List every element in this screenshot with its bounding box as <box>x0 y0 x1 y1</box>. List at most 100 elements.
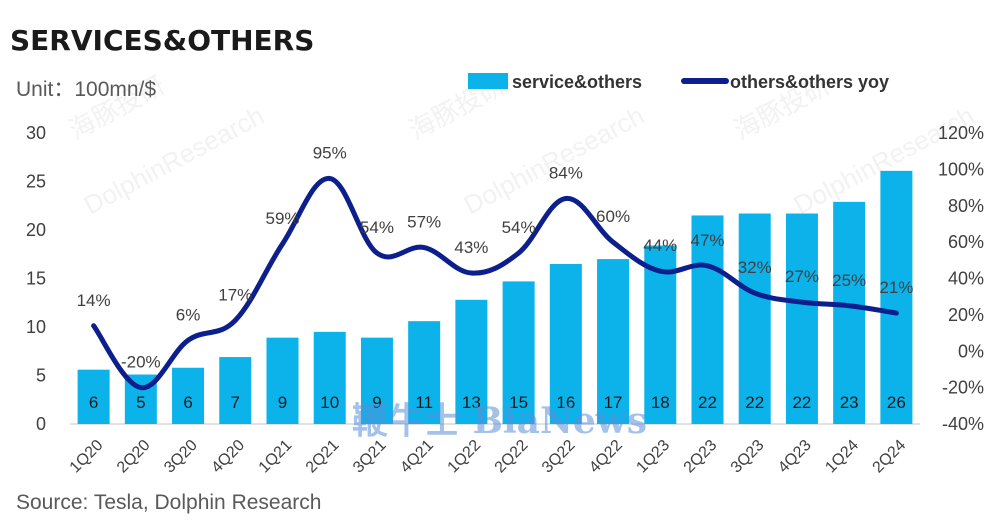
right-axis-tick: 40% <box>948 269 984 289</box>
bar <box>219 357 252 424</box>
bar-value-label: 22 <box>698 393 717 412</box>
bar-value-label: 7 <box>231 393 240 412</box>
bar <box>313 331 346 424</box>
yoy-value-label: 57% <box>407 213 441 232</box>
x-axis-tick: 1Q23 <box>633 437 673 477</box>
yoy-value-label: 6% <box>176 305 201 324</box>
bar-value-label: 6 <box>89 393 98 412</box>
right-axis-tick: 60% <box>948 232 984 252</box>
yoy-value-label: 27% <box>785 267 819 286</box>
legend-bar-label: service&others <box>512 72 642 92</box>
left-axis-tick: 20 <box>26 220 46 240</box>
left-axis-tick: 0 <box>36 414 46 434</box>
bar <box>266 337 299 424</box>
bar <box>880 170 913 424</box>
yoy-value-label: 95% <box>313 143 347 162</box>
right-axis-tick: 100% <box>938 159 984 179</box>
bar-value-label: 22 <box>792 393 811 412</box>
yoy-value-label: 21% <box>879 278 913 297</box>
yoy-line <box>91 175 899 391</box>
unit-label: Unit：100mn/$ <box>16 78 156 101</box>
bar <box>408 321 441 424</box>
x-axis-tick: 3Q22 <box>539 437 579 477</box>
yoy-value-label: 84% <box>549 163 583 182</box>
bar-series <box>77 170 913 424</box>
bar-value-label: 11 <box>415 393 433 412</box>
chart-title: SERVICES&OTHERS <box>10 24 314 57</box>
left-axis-tick: 15 <box>26 269 46 289</box>
yoy-value-label: -20% <box>121 353 161 372</box>
x-axis-tick: 3Q23 <box>728 437 768 477</box>
yoy-value-label: 60% <box>596 207 630 226</box>
right-axis-tick: 120% <box>938 123 984 143</box>
yoy-value-label: 44% <box>643 236 677 255</box>
x-axis-tick: 1Q24 <box>822 437 862 477</box>
yoy-value-label: 47% <box>690 231 724 250</box>
x-axis-tick: 4Q21 <box>397 437 437 477</box>
left-axis-tick: 10 <box>26 317 46 337</box>
yoy-value-label: 25% <box>832 271 866 290</box>
bar <box>455 299 488 424</box>
left-axis-tick: 5 <box>36 366 46 386</box>
yoy-value-label: 54% <box>502 218 536 237</box>
x-axis-tick: 1Q20 <box>67 437 107 477</box>
right-axis: -40% -20% 0% 20% 40% 60% 80% 100% 120% <box>938 123 984 434</box>
right-axis-tick: -20% <box>942 378 984 398</box>
pct-labels: 14% -20% 6% 17% 59% 95% 54% 57% 43% 54% 84% 60% 44% 4… <box>77 143 914 371</box>
left-axis-tick: 25 <box>26 172 46 192</box>
bar <box>738 213 771 424</box>
yoy-value-label: 14% <box>77 291 111 310</box>
bar-value-label: 23 <box>840 393 859 412</box>
bar-labels: 6 5 6 7 9 10 9 11 13 15 16 17 18 22 22 22 23 26 <box>89 393 906 412</box>
bar <box>691 215 724 424</box>
right-axis-tick: -40% <box>942 414 984 434</box>
x-axis-tick: 2Q22 <box>492 437 532 477</box>
x-axis-tick: 1Q22 <box>445 437 485 477</box>
legend: service&others others&others yoy <box>468 72 889 92</box>
bar <box>833 201 866 424</box>
bar <box>360 337 393 424</box>
bar-value-label: 9 <box>372 393 381 412</box>
left-axis-tick: 30 <box>26 123 46 143</box>
x-axis-tick: 3Q21 <box>350 437 390 477</box>
bar-value-label: 13 <box>462 393 481 412</box>
bar <box>785 213 818 424</box>
legend-bar-swatch <box>468 73 508 89</box>
bar-value-label: 6 <box>183 393 192 412</box>
x-axis-tick: 2Q21 <box>303 437 343 477</box>
bar-value-label: 10 <box>320 393 339 412</box>
x-axis-tick: 4Q22 <box>586 437 626 477</box>
bar-value-label: 17 <box>604 393 623 412</box>
bar-value-label: 5 <box>136 393 145 412</box>
yoy-value-label: 54% <box>360 218 394 237</box>
right-axis-tick: 80% <box>948 196 984 216</box>
bar <box>597 259 630 424</box>
bar-value-label: 16 <box>556 393 575 412</box>
right-axis-tick: 20% <box>948 305 984 325</box>
watermark-layer: DolphinResearch DolphinResearch DolphinR… <box>64 70 979 220</box>
bottom-watermark: 鞭牛士 BiaNews <box>352 400 647 442</box>
x-axis-tick: 2Q20 <box>114 437 154 477</box>
x-axis-tick: 4Q23 <box>775 437 815 477</box>
bar-value-label: 9 <box>278 393 287 412</box>
yoy-value-label: 43% <box>454 238 488 257</box>
yoy-value-label: 32% <box>738 258 772 277</box>
yoy-value-label: 59% <box>265 209 299 228</box>
bar <box>549 263 582 424</box>
x-axis-tick: 1Q21 <box>256 437 296 477</box>
x-axis-tick: 4Q20 <box>208 437 248 477</box>
x-axis-tick: 3Q20 <box>161 437 201 477</box>
x-axis-tick: 2Q23 <box>681 437 721 477</box>
bar-value-label: 22 <box>745 393 764 412</box>
bar <box>172 367 205 424</box>
bar <box>502 281 535 424</box>
right-axis-tick: 0% <box>958 341 984 361</box>
bar-value-label: 15 <box>509 393 528 412</box>
x-axis-tick: 2Q24 <box>870 437 910 477</box>
yoy-value-label: 17% <box>218 285 252 304</box>
x-axis-ticks: 1Q20 2Q20 3Q20 4Q20 1Q21 2Q21 3Q21 4Q21 1Q22 2Q22… <box>67 437 910 477</box>
bar <box>644 245 677 424</box>
source-note: Source: Tesla, Dolphin Research <box>16 491 321 514</box>
